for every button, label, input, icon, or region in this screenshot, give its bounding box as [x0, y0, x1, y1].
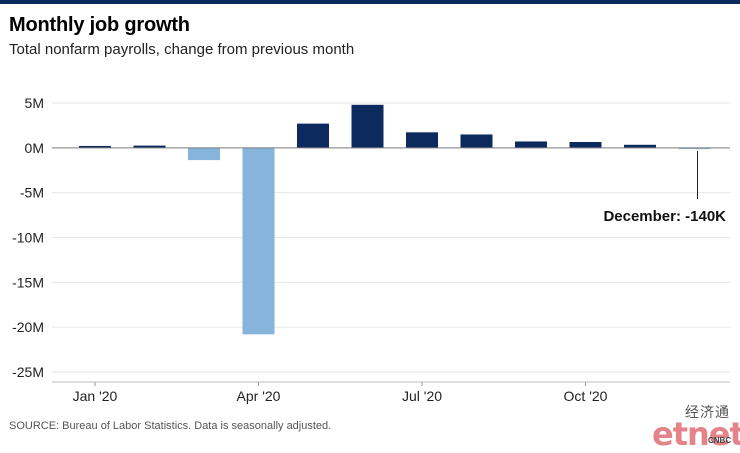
chart-title: Monthly job growth	[9, 14, 190, 36]
chart-subtitle: Total nonfarm payrolls, change from prev…	[9, 41, 355, 58]
top-rule	[0, 0, 740, 4]
x-tick-label: Oct '20	[564, 388, 608, 404]
y-tick-label: -15M	[12, 274, 44, 290]
logo-sub-text: CNBC	[708, 436, 732, 445]
bar	[515, 141, 547, 148]
bar	[351, 104, 384, 148]
bar	[297, 123, 329, 148]
y-tick-label: 0M	[25, 140, 44, 156]
y-tick-label: -5M	[20, 185, 44, 201]
bar	[569, 142, 602, 148]
bar	[79, 145, 111, 148]
bar	[188, 147, 220, 161]
bar	[460, 134, 493, 148]
bar	[678, 147, 711, 150]
bar	[624, 144, 656, 148]
bar	[133, 145, 166, 148]
y-tick-label: 5M	[25, 95, 44, 111]
y-tick-label: -25M	[12, 364, 44, 380]
y-tick-label: -10M	[12, 230, 44, 246]
x-tick-label: Apr '20	[237, 388, 281, 404]
bar	[242, 147, 275, 335]
x-tick-label: Jul '20	[402, 388, 442, 404]
logo-chinese-text: 经济通	[685, 405, 730, 421]
bar	[406, 132, 438, 148]
source-note: SOURCE: Bureau of Labor Statistics. Data…	[9, 420, 332, 432]
y-tick-label: -20M	[12, 319, 44, 335]
x-tick-label: Jan '20	[73, 388, 118, 404]
annotation-label: December: -140K	[603, 208, 726, 225]
etnet-logo: 经济通 etnet CNBC	[652, 402, 740, 453]
job-growth-chart: 5M 0M -5M -10M -15M -20M -25M Jan '20 Apr '20 Jul…	[12, 95, 730, 404]
logo-main-text: etnet	[652, 415, 740, 453]
